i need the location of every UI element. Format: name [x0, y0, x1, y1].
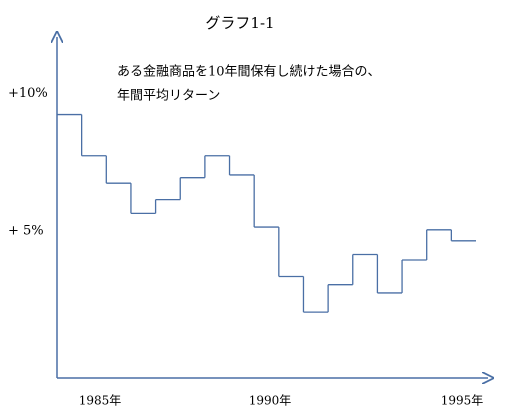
chart-title: グラフ1-1 — [205, 14, 274, 32]
x-tick-label: 1995年 — [441, 394, 484, 408]
y-tick-label: +10% — [8, 86, 48, 101]
x-tick-label: 1990年 — [249, 394, 292, 408]
y-tick-label: + 5% — [8, 223, 44, 238]
annotation: 年間平均リターン — [117, 89, 220, 104]
x-tick-label: 1985年 — [79, 394, 122, 408]
annotation: ある金融商品を10年間保有し続けた場合の、 — [117, 64, 381, 80]
